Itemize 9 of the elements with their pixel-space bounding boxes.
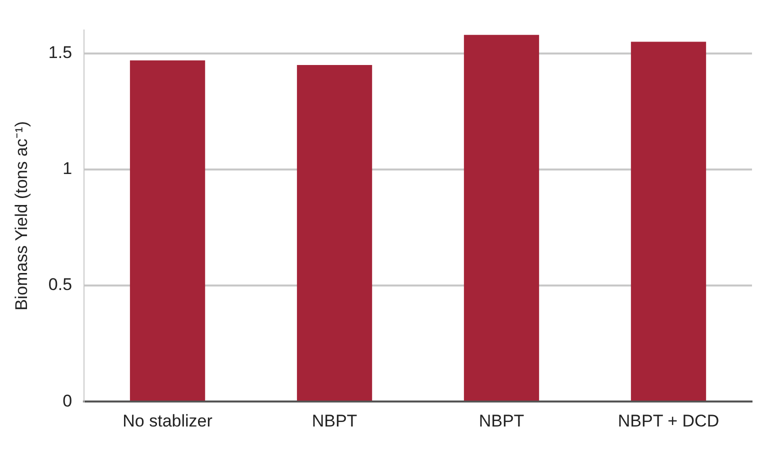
x-tick-label: NBPT xyxy=(478,411,524,430)
x-tick-label: No stablizer xyxy=(122,411,213,430)
y-tick-label: 1 xyxy=(62,159,72,178)
x-tick-label: NBPT xyxy=(312,411,358,430)
y-tick-label: 1.5 xyxy=(48,43,72,62)
y-axis-title: Biomass Yield (tons ac⁻¹) xyxy=(12,121,31,311)
y-tick-label: 0 xyxy=(62,391,72,410)
y-tick-label: 0.5 xyxy=(48,275,72,294)
x-tick-label: NBPT + DCD xyxy=(618,411,720,430)
